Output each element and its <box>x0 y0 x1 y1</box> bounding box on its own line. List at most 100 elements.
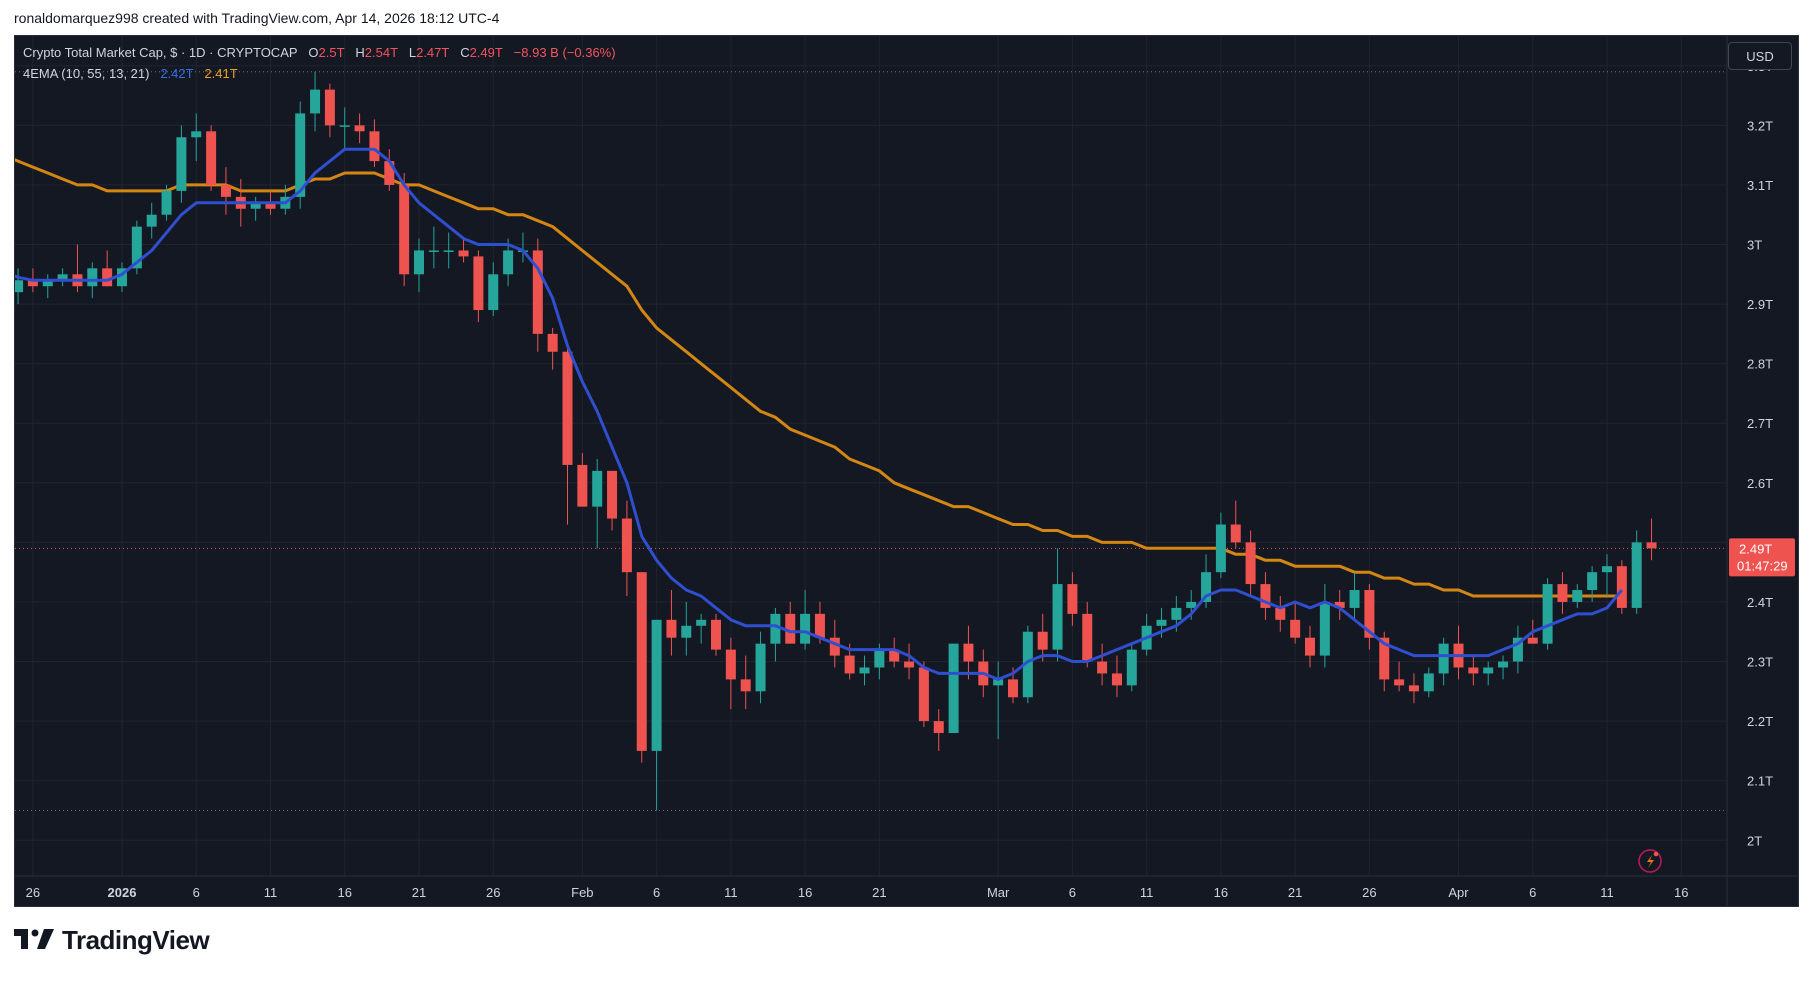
chart-panel[interactable]: 2T 2.1T 2.2T 2.3T 2.4T 2.5T 2.6T 2.7T 2.8T 2.9T 3T… <box>14 35 1799 907</box>
time-tick-label: 21 <box>412 885 426 900</box>
candle-body <box>146 214 157 227</box>
time-tick-label: Mar <box>987 885 1010 900</box>
time-tick-label: 6 <box>1069 885 1076 900</box>
candle-body <box>206 131 217 185</box>
price-tag-box <box>1729 538 1795 577</box>
candle-body <box>725 649 736 680</box>
candle-body <box>859 667 870 674</box>
candle-body <box>1008 679 1018 698</box>
close-value: 2.49T <box>469 45 503 60</box>
candle-body <box>933 721 944 734</box>
candle-body <box>265 202 276 209</box>
ema-name[interactable]: 4EMA (10, 55, 13, 21) <box>23 66 150 81</box>
price-tick-label: 3T <box>1747 238 1762 253</box>
candle-body <box>755 643 766 692</box>
tradingview-logo-icon <box>14 928 54 949</box>
candle-body <box>250 202 261 209</box>
candle-body <box>1379 637 1390 680</box>
last-price-tag: 2.49T 01:47:29 <box>1729 538 1795 577</box>
candle-body <box>473 256 484 311</box>
candle-body <box>1587 572 1598 591</box>
open-value: 2.5T <box>318 45 345 60</box>
price-tick-label: 2.1T <box>1747 774 1773 789</box>
time-tick-label: 26 <box>1362 885 1376 900</box>
candle-body <box>443 250 454 252</box>
price-tick-label: 3.2T <box>1747 118 1773 133</box>
candle-body <box>1438 643 1449 674</box>
low-label: L <box>408 45 417 60</box>
candle-body <box>1126 649 1137 686</box>
high-value: 2.54T <box>364 45 399 60</box>
candle-body <box>1542 584 1553 644</box>
candle-body <box>161 190 172 215</box>
candle-body <box>1201 572 1212 602</box>
ema-fast-value: 2.42T <box>160 66 194 81</box>
candle-body <box>102 268 113 287</box>
candle-body <box>1082 613 1093 662</box>
candle-body <box>621 518 632 573</box>
candle-body <box>829 637 840 656</box>
candle-body <box>577 464 588 507</box>
candle-body <box>1171 607 1182 620</box>
low-value: 2.47T <box>416 45 450 60</box>
candle-body <box>547 333 558 352</box>
candle-body <box>488 274 499 311</box>
candle-body <box>963 643 974 662</box>
price-axis: 2T2.1T2.2T2.3T2.4T2.5T2.6T2.7T2.8T2.9T3T… <box>1726 36 1773 906</box>
candle-body <box>414 250 424 275</box>
candle-body <box>770 613 781 644</box>
candle-body <box>57 274 68 281</box>
attribution-text: ronaldomarquez998 created with TradingVi… <box>14 10 500 26</box>
ema-legend: 4EMA (10, 55, 13, 21) 2.42T 2.41T <box>23 66 238 81</box>
currency-button[interactable]: USD <box>1728 42 1792 70</box>
candle-body <box>1215 524 1226 573</box>
candle-body <box>1052 584 1063 650</box>
price-tick-label: 2T <box>1747 833 1762 848</box>
candle-body <box>1631 542 1642 608</box>
ema-slow-line <box>15 158 1622 598</box>
price-tick-label: 2.7T <box>1747 416 1773 431</box>
candle-body <box>1230 524 1241 543</box>
horizontal-lines <box>15 71 1727 811</box>
time-tick-label: 16 <box>1214 885 1228 900</box>
ema-fast-polyline <box>15 147 1623 681</box>
price-tag-countdown: 01:47:29 <box>1737 558 1788 573</box>
candle-body <box>948 643 959 734</box>
time-axis: 26 2026 6 11 16 21 26 Feb 6 11 16 21 Mar 6 11 16 21 26 Apr… <box>15 875 1798 900</box>
candle-body <box>785 613 796 644</box>
candle-body <box>696 619 707 626</box>
lightning-icon[interactable] <box>1638 849 1662 873</box>
time-tick-label: 26 <box>26 885 40 900</box>
candle-body <box>503 250 514 275</box>
symbol-label[interactable]: Crypto Total Market Cap, $ · 1D · CRYPTO… <box>23 45 298 60</box>
candlestick-chart[interactable]: 2T 2.1T 2.2T 2.3T 2.4T 2.5T 2.6T 2.7T 2.8T 2.9T 3T… <box>15 36 1798 906</box>
price-tick-label: 2.6T <box>1747 476 1773 491</box>
candle-body <box>681 625 692 638</box>
time-tick-label: 21 <box>872 885 886 900</box>
grid-layer <box>15 36 1727 876</box>
tradingview-logo[interactable]: TradingView <box>14 925 210 956</box>
candle-body <box>310 89 321 114</box>
candle-body <box>458 250 469 257</box>
candle-body <box>636 572 647 751</box>
candle-body <box>384 161 395 185</box>
candle-body <box>666 619 677 638</box>
candle-body <box>874 649 885 668</box>
candle-body <box>1527 637 1538 644</box>
price-tick-label: 2.3T <box>1747 655 1773 670</box>
candle-body <box>1498 661 1509 668</box>
candle-body <box>889 649 900 662</box>
price-tick-label: 2.4T <box>1747 595 1773 610</box>
time-tick-label: 26 <box>486 885 500 900</box>
candle-body <box>1319 601 1330 656</box>
candle-body <box>1022 631 1033 698</box>
candle-body <box>191 131 202 138</box>
candle-body <box>1364 590 1375 638</box>
candle-body <box>87 268 98 287</box>
candle-body <box>1305 637 1315 656</box>
ohlc-legend: Crypto Total Market Cap, $ · 1D · CRYPTO… <box>23 45 616 60</box>
candle-body <box>993 679 1004 686</box>
candle-body <box>918 667 929 722</box>
brand-name: TradingView <box>62 925 210 955</box>
candle-body <box>1616 566 1627 608</box>
